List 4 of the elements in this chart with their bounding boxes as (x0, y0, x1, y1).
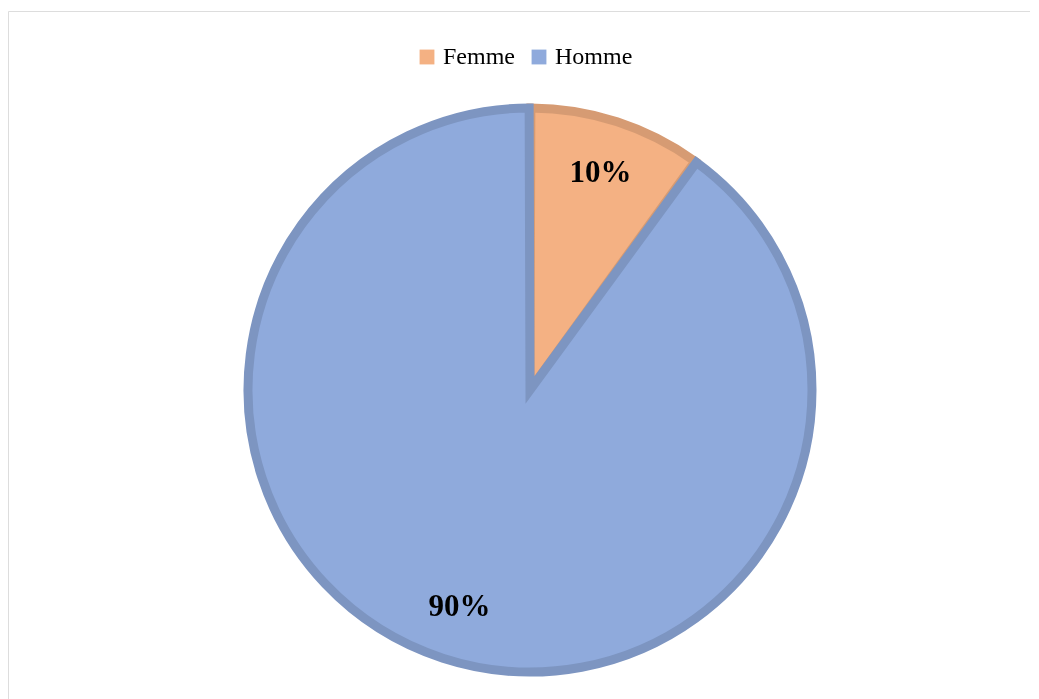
legend-label: Homme (555, 43, 633, 69)
data-label: 10% (569, 153, 632, 189)
legend-label: Femme (443, 43, 515, 69)
data-label: 90% (428, 588, 491, 624)
